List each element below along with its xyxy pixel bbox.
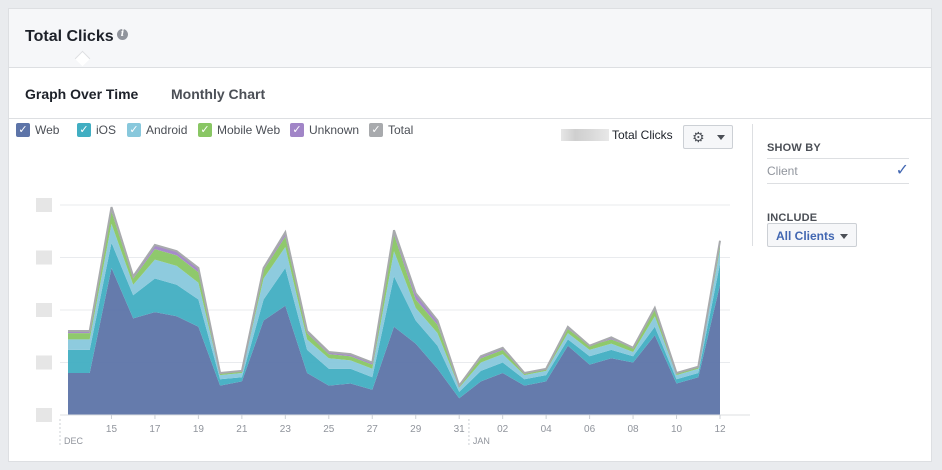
chevron-down-icon: [717, 135, 725, 140]
x-tick-label: 23: [280, 424, 292, 435]
series-area-mobile-web: [68, 211, 720, 388]
x-tick-label: 12: [714, 424, 726, 435]
legend-label: Mobile Web: [217, 123, 281, 137]
card-header: Total Clicks i: [9, 9, 931, 68]
checkbox-icon[interactable]: ✓: [127, 123, 141, 137]
settings-button[interactable]: ⚙: [683, 125, 733, 149]
x-tick-label: 15: [106, 424, 118, 435]
legend-label: Unknown: [309, 123, 360, 137]
legend-label: Web: [35, 123, 60, 137]
checkbox-icon[interactable]: ✓: [369, 123, 383, 137]
checkmark-icon: ✓: [895, 162, 909, 179]
x-tick-label: 10: [671, 424, 683, 435]
series-area-ios: [68, 242, 720, 399]
sidebar-divider: [752, 124, 753, 246]
redacted-total-value: [561, 129, 609, 141]
checkbox-icon[interactable]: ✓: [290, 123, 304, 137]
all-clients-dropdown[interactable]: All Clients: [767, 223, 857, 247]
tab-monthly-chart[interactable]: Monthly Chart: [171, 86, 266, 102]
tab-graph-over-time[interactable]: Graph Over Time: [25, 86, 139, 102]
redacted-y-label: [36, 250, 52, 265]
series-area-android: [68, 223, 720, 392]
redacted-y-label: [36, 408, 52, 422]
include-heading: INCLUDE: [767, 212, 818, 224]
x-tick-label: 25: [323, 424, 335, 435]
total-clicks-summary: Total Clicks: [612, 128, 673, 142]
x-tick-label: 31: [454, 424, 466, 435]
show-by-client-option[interactable]: Client ✓: [767, 158, 909, 184]
checkbox-icon[interactable]: ✓: [16, 123, 30, 137]
redacted-y-label: [36, 303, 52, 317]
checkbox-icon[interactable]: ✓: [198, 123, 212, 137]
x-tick-label: 29: [410, 424, 422, 435]
x-tick-label: 08: [628, 424, 640, 435]
x-tick-label: 19: [193, 424, 205, 435]
legend-label: Total: [388, 123, 414, 137]
show-by-heading: SHOW BY: [767, 142, 821, 154]
all-clients-label: All Clients: [776, 229, 835, 243]
x-tick-label: 02: [497, 424, 509, 435]
legend-label: Android: [146, 123, 188, 137]
show-by-selected: Client: [767, 164, 798, 178]
tab-bar: Graph Over Time Monthly Chart: [9, 68, 931, 119]
x-tick-label: 21: [236, 424, 248, 435]
legend-label: iOS: [96, 123, 117, 137]
x-tick-label: 17: [149, 424, 161, 435]
redacted-y-label: [36, 355, 52, 370]
gear-icon: ⚙: [692, 129, 705, 145]
x-tick-label: 04: [541, 424, 553, 435]
chevron-down-icon: [840, 234, 848, 239]
checkbox-icon[interactable]: ✓: [77, 123, 91, 137]
info-icon[interactable]: i: [117, 29, 128, 40]
x-tick-label: 27: [367, 424, 379, 435]
series-line-total: [68, 206, 721, 388]
month-label: JAN: [473, 436, 490, 446]
x-tick-label: 06: [584, 424, 596, 435]
month-label: DEC: [64, 436, 84, 446]
series-area-web: [68, 268, 720, 415]
redacted-y-label: [36, 198, 52, 212]
page-title: Total Clicks: [25, 28, 114, 45]
